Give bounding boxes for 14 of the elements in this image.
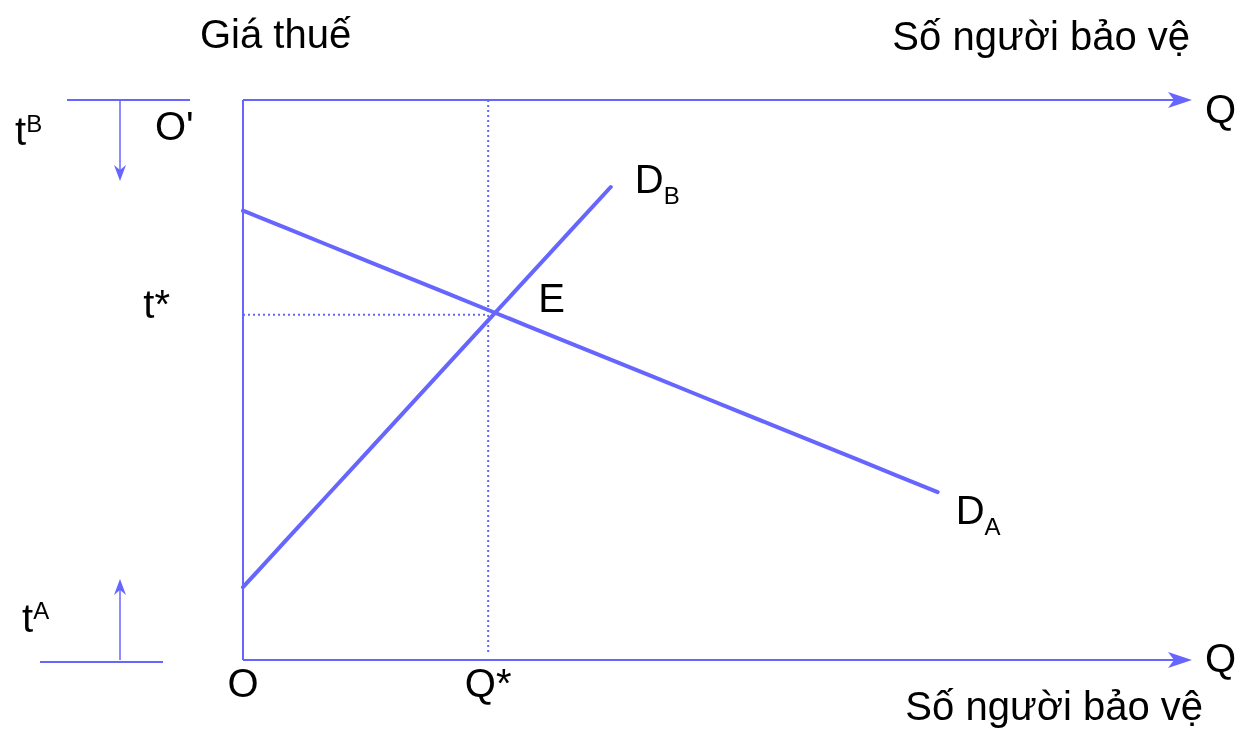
series-label: D$_{B}$ xyxy=(634,157,680,209)
series-label: D$_{A}$ xyxy=(955,488,1001,541)
y-axis-title: Giá thuế xyxy=(200,12,352,56)
x2-axis-title: Số người bảo vệ xyxy=(892,14,1190,58)
text: Q xyxy=(1205,636,1237,680)
x-tick-label: Q* xyxy=(464,661,512,705)
x-tick-label: O xyxy=(227,661,259,705)
text: t$^{A}$ xyxy=(22,596,50,640)
annotation: E xyxy=(538,275,565,320)
text: t* xyxy=(143,282,170,326)
text: t$^{B}$ xyxy=(15,109,43,153)
text: O' xyxy=(155,104,194,148)
x-axis-title: Số người bảo vệ xyxy=(905,684,1203,728)
text: Q xyxy=(1205,87,1237,131)
